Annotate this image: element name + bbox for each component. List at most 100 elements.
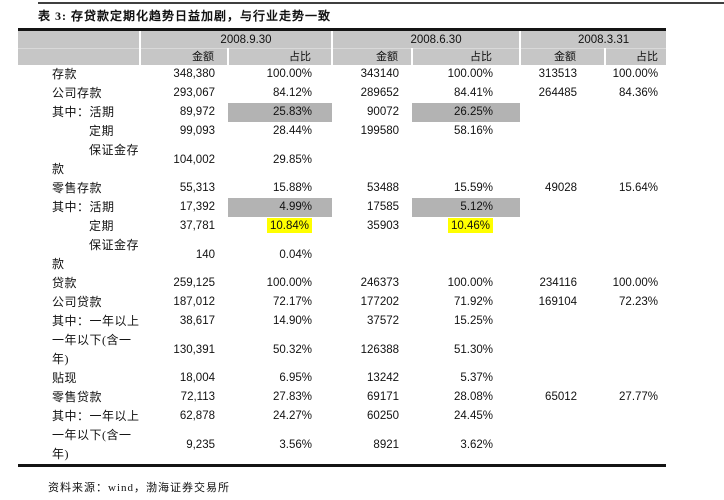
corner-cell <box>18 31 141 49</box>
amount-cell: 140 <box>195 248 215 261</box>
table-row: 其中：一年以上 38,617 14.90% 37572 15.25% <box>18 312 666 331</box>
share-cell: 6.95% <box>279 372 313 384</box>
share-cell: 3.56% <box>279 438 313 451</box>
share-cell: 3.62% <box>460 438 494 451</box>
amount-cell: 69171 <box>367 391 400 403</box>
row-label: 其中：一年以上 <box>52 314 140 328</box>
table-row: 贷款 259,125 100.00% 246373 100.00% 234116 100.0… <box>18 274 666 293</box>
row-label: 保证金存 款 <box>52 143 140 176</box>
share-cell <box>605 236 666 274</box>
table-row: 公司贷款 187,012 72.17% 177202 71.92% 169104 72.23… <box>18 293 666 312</box>
amount-cell <box>520 312 605 331</box>
row-label: 零售贷款 <box>52 390 103 404</box>
amount-cell <box>332 141 412 179</box>
amount-cell: 199580 <box>360 125 400 137</box>
share-cell <box>605 331 666 369</box>
amount-header-3: 金额 <box>519 48 607 65</box>
amount-cell <box>520 141 605 179</box>
row-label: 存款 <box>52 67 78 81</box>
table-row: 公司存款 293,067 84.12% 289652 84.41% 264485 84.36… <box>18 84 666 103</box>
share-cell: 100.00% <box>266 277 313 289</box>
share-cell <box>605 312 666 331</box>
table-row: 其中：一年以上 62,878 24.27% 60250 24.45% <box>18 407 666 426</box>
share-cell: 100.00% <box>447 68 494 80</box>
amount-cell: 65012 <box>545 391 578 403</box>
share-cell: 15.88% <box>273 182 313 194</box>
share-cell <box>605 369 666 388</box>
share-cell: 24.45% <box>454 410 494 422</box>
table-row: 定期 37,781 10.84% 35903 10.46% <box>18 217 666 236</box>
share-cell: 5.37% <box>460 372 494 384</box>
period-header-2008-9-30: 2008.9.30 <box>140 31 334 49</box>
amount-cell: 17585 <box>367 201 400 213</box>
share-cell: 14.90% <box>273 315 313 327</box>
share-cell: 10.84% <box>228 217 332 236</box>
amount-cell: 343140 <box>360 68 400 80</box>
share-cell: 27.77% <box>619 391 659 403</box>
amount-cell: 37,781 <box>179 220 215 232</box>
row-label: 贷款 <box>52 276 78 290</box>
row-label: 公司存款 <box>52 86 103 100</box>
share-cell: 28.08% <box>454 391 494 403</box>
table-row: 一年以下(含一 年) 9,235 3.56% 8921 3.62% <box>18 426 666 464</box>
period-header-2008-3-31: 2008.3.31 <box>519 31 667 49</box>
amount-cell: 35903 <box>367 220 400 232</box>
share-cell: 100.00% <box>612 277 659 289</box>
amount-cell <box>520 198 605 217</box>
amount-cell: 53488 <box>367 182 400 194</box>
amount-cell <box>520 217 605 236</box>
amount-cell: 289652 <box>360 87 400 99</box>
share-cell: 100.00% <box>612 68 659 80</box>
table-row: 零售存款 55,313 15.88% 53488 15.59% 49028 15.64% <box>18 179 666 198</box>
amount-cell: 187,012 <box>173 296 215 308</box>
table-row: 零售贷款 72,113 27.83% 69171 28.08% 65012 27.77% <box>18 388 666 407</box>
table-body: 存款 348,380 100.00% 343140 100.00% 313513 100.0… <box>18 65 666 464</box>
share-cell: 50.32% <box>273 343 313 356</box>
share-cell: 72.23% <box>619 296 659 308</box>
amount-header-2: 金额 <box>331 48 414 65</box>
share-cell: 51.30% <box>454 343 494 356</box>
row-label: 其中：活期 <box>52 200 115 214</box>
row-label: 贴现 <box>52 371 78 385</box>
amount-cell: 234116 <box>539 277 578 289</box>
row-label: 一年以下(含一 年) <box>52 333 132 366</box>
share-cell <box>605 217 666 236</box>
period-header-2008-6-30: 2008.6.30 <box>331 31 522 49</box>
table-row: 定期 99,093 28.44% 199580 58.16% <box>18 122 666 141</box>
amount-cell: 60250 <box>367 410 400 422</box>
deposit-loan-table: 2008.9.30 2008.6.30 2008.3.31 金额 占比 金额 占… <box>18 31 667 464</box>
share-cell: 15.25% <box>454 315 494 327</box>
share-cell <box>605 198 666 217</box>
period-header-row: 2008.9.30 2008.6.30 2008.3.31 <box>18 31 667 49</box>
share-cell: 100.00% <box>447 277 494 289</box>
share-cell: 5.12% <box>412 198 521 217</box>
amount-cell: 62,878 <box>179 410 215 422</box>
amount-header-1: 金额 <box>140 48 229 65</box>
amount-cell <box>520 407 605 426</box>
amount-cell <box>520 331 605 369</box>
amount-cell: 313513 <box>538 68 578 80</box>
share-cell: 28.44% <box>273 125 313 137</box>
row-label: 一年以下(含一 年) <box>52 428 132 461</box>
amount-cell: 89,972 <box>179 106 215 118</box>
amount-cell <box>520 103 605 122</box>
amount-cell: 246373 <box>360 277 400 289</box>
source-note: 资料来源：wind，渤海证券交易所 <box>48 482 230 494</box>
amount-cell: 9,235 <box>186 438 215 451</box>
amount-cell: 169104 <box>538 296 578 308</box>
amount-cell: 90072 <box>367 106 400 118</box>
share-cell <box>605 103 666 122</box>
amount-cell <box>520 369 605 388</box>
share-cell: 84.41% <box>454 87 494 99</box>
share-cell: 100.00% <box>266 68 313 80</box>
yellow-highlight: 10.84% <box>267 218 313 233</box>
share-cell: 84.12% <box>273 87 313 99</box>
share-header-2: 占比 <box>412 48 522 65</box>
share-cell: 58.16% <box>454 125 494 137</box>
share-cell: 71.92% <box>454 296 494 308</box>
amount-cell: 130,391 <box>173 343 215 356</box>
amount-cell <box>520 426 605 464</box>
amount-cell <box>520 236 605 274</box>
amount-cell: 55,313 <box>179 182 215 194</box>
row-label: 零售存款 <box>52 181 103 195</box>
